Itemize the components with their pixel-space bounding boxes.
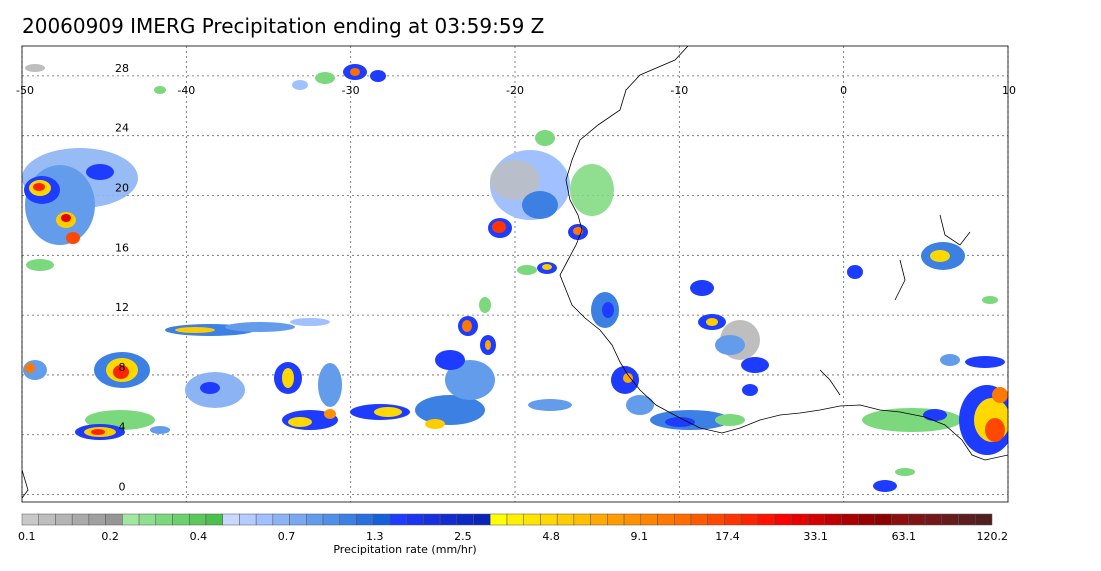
lat-label: 4	[119, 421, 126, 434]
colorbar-swatch	[707, 513, 725, 526]
lon-label: -40	[177, 84, 195, 97]
colorbar-swatch	[122, 513, 140, 526]
colorbar-tick-label: 17.4	[715, 530, 740, 543]
colorbar-tick-label: 120.2	[977, 530, 1009, 543]
lon-label: 10	[1002, 84, 1016, 97]
colorbar-swatch	[640, 513, 658, 526]
lon-label: -20	[506, 84, 524, 97]
colorbar-swatch	[105, 513, 123, 526]
colorbar-swatch	[155, 513, 173, 526]
colorbar-swatch	[724, 513, 742, 526]
colorbar-swatch	[172, 513, 190, 526]
colorbar-swatch	[38, 513, 56, 526]
colorbar-swatch	[590, 513, 608, 526]
colorbar-swatch	[506, 513, 524, 526]
lon-label: 0	[840, 84, 847, 97]
colorbar-swatch	[556, 513, 575, 526]
colorbar-swatch	[673, 513, 692, 526]
colorbar-swatch	[188, 513, 207, 526]
colorbar-swatch	[339, 513, 357, 526]
lat-label: 16	[115, 241, 129, 254]
colorbar-swatch	[774, 513, 792, 526]
colorbar-tick-label: 0.4	[190, 530, 208, 543]
colorbar-tick-label: 63.1	[892, 530, 917, 543]
colorbar-swatch	[841, 513, 859, 526]
map-title: 20060909 IMERG Precipitation ending at 0…	[22, 14, 545, 38]
lat-label: 28	[115, 62, 129, 75]
colorbar-swatch	[908, 513, 926, 526]
colorbar-tick-label: 2.5	[454, 530, 472, 543]
colorbar-swatch	[757, 513, 775, 526]
colorbar-swatch	[623, 513, 642, 526]
colorbar-swatch	[607, 513, 625, 526]
lon-label: -30	[342, 84, 360, 97]
colorbar-swatch	[924, 513, 943, 526]
colorbar-swatch	[205, 513, 223, 526]
colorbar-tick-label: 0.1	[18, 530, 36, 543]
lat-label: 24	[115, 122, 129, 135]
colorbar-tick-label: 4.8	[542, 530, 560, 543]
colorbar-tick-label: 0.7	[278, 530, 296, 543]
colorbar-swatch	[874, 513, 892, 526]
colorbar	[21, 513, 993, 526]
colorbar-swatch	[891, 513, 909, 526]
lat-label: 12	[115, 301, 129, 314]
colorbar-swatch	[88, 513, 106, 526]
colorbar-swatch	[356, 513, 374, 526]
colorbar-tick-label: 1.3	[366, 530, 384, 543]
colorbar-swatch	[322, 513, 341, 526]
precipitation-field	[22, 64, 1008, 492]
colorbar-swatch	[807, 513, 826, 526]
colorbar-tick-label: 0.2	[101, 530, 119, 543]
colorbar-swatch	[306, 513, 324, 526]
colorbar-swatch	[824, 513, 842, 526]
colorbar-swatch	[975, 513, 993, 526]
colorbar-swatch	[456, 513, 474, 526]
colorbar-swatch	[21, 513, 39, 526]
colorbar-swatch	[55, 513, 73, 526]
colorbar-swatch	[222, 513, 240, 526]
colorbar-swatch	[255, 513, 274, 526]
lon-label: -50	[16, 84, 34, 97]
colorbar-swatch	[138, 513, 157, 526]
colorbar-swatch	[439, 513, 458, 526]
colorbar-label: Precipitation rate (mm/hr)	[333, 543, 476, 556]
colorbar-swatch	[657, 513, 675, 526]
colorbar-swatch	[71, 513, 90, 526]
colorbar-swatch	[690, 513, 708, 526]
latitude-labels: 28 24 20 16 12 8 4 0	[115, 62, 129, 494]
coastline	[22, 46, 1008, 499]
colorbar-swatch	[573, 513, 591, 526]
colorbar-swatch	[372, 513, 391, 526]
colorbar-swatch	[941, 513, 959, 526]
colorbar-swatch	[423, 513, 441, 526]
colorbar-swatch	[857, 513, 876, 526]
gridlines	[21, 46, 1009, 502]
colorbar-swatch	[740, 513, 759, 526]
colorbar-swatch	[473, 513, 491, 526]
colorbar-swatch	[289, 513, 307, 526]
lat-label: 20	[115, 182, 129, 195]
colorbar-tick-label: 33.1	[803, 530, 828, 543]
colorbar-swatch	[272, 513, 290, 526]
colorbar-tick-label: 9.1	[631, 530, 649, 543]
colorbar-swatch	[389, 513, 407, 526]
colorbar-swatch	[523, 513, 541, 526]
lon-label: -10	[670, 84, 688, 97]
lat-label: 8	[119, 361, 126, 374]
colorbar-swatch	[239, 513, 257, 526]
colorbar-swatch	[490, 513, 508, 526]
colorbar-tick-labels: 0.1 0.2 0.4 0.7 1.3 2.5 4.8 9.1 17.4 33.1 63.1 120.…	[18, 530, 1008, 543]
colorbar-swatch	[791, 513, 809, 526]
map-frame	[21, 45, 1009, 503]
colorbar-swatch	[540, 513, 558, 526]
longitude-labels: -50 -40 -30 -20 -10 0 10	[16, 84, 1016, 97]
colorbar-swatch	[406, 513, 424, 526]
lat-label: 0	[119, 481, 126, 494]
colorbar-swatch	[958, 513, 976, 526]
